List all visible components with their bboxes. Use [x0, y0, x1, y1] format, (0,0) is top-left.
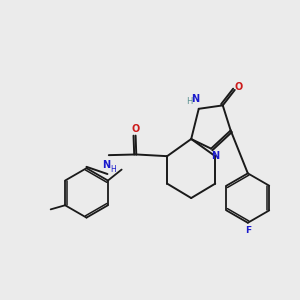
Text: O: O [235, 82, 243, 92]
Text: H: H [111, 165, 116, 174]
Text: N: N [191, 94, 200, 103]
Text: F: F [245, 226, 251, 235]
Text: N: N [102, 160, 110, 170]
Text: N: N [211, 151, 219, 161]
Text: H: H [186, 98, 192, 106]
Text: O: O [131, 124, 140, 134]
